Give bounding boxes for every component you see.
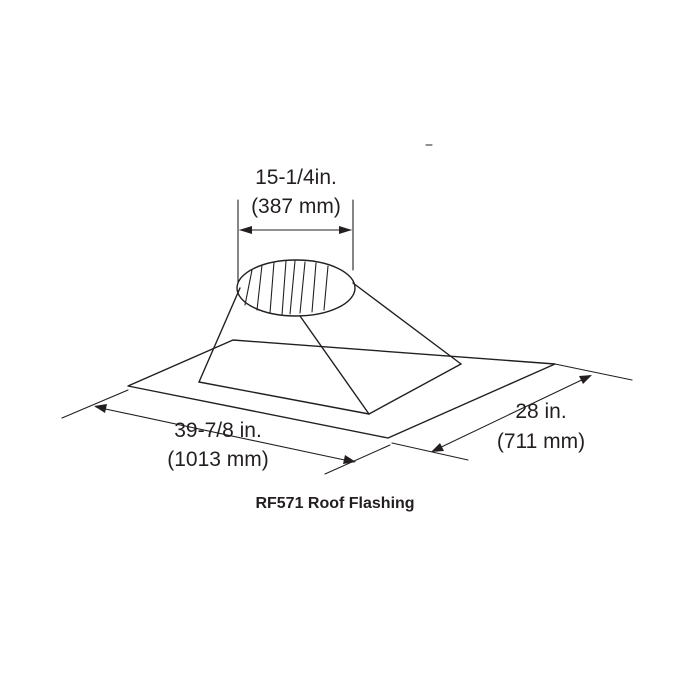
cone-left-edge <box>198 287 241 383</box>
opening-hatching <box>244 260 329 316</box>
top-arrow-right <box>339 226 352 234</box>
top-width-in-label: 15-1/4in. <box>255 166 337 189</box>
top-width-mm-label: (387 mm) <box>251 195 341 218</box>
width-arrow-bottom <box>431 443 444 452</box>
length-arrow-right <box>343 455 356 464</box>
width-ext-top <box>554 363 633 381</box>
length-in-label: 39-7/8 in. <box>174 419 262 442</box>
width-dim-line <box>432 375 591 452</box>
cone-front-bottom <box>198 381 370 415</box>
length-arrow-left <box>94 404 107 413</box>
cone-crease <box>299 315 370 415</box>
top-arrow-left <box>239 226 252 234</box>
cone-right-edge <box>352 282 462 365</box>
length-ext-left <box>61 389 129 419</box>
top-opening <box>236 259 356 317</box>
length-dim-line <box>95 406 355 463</box>
length-mm-label: (1013 mm) <box>167 448 269 471</box>
diagram-caption: RF571 Roof Flashing <box>255 495 414 512</box>
length-ext-right <box>324 444 391 475</box>
width-ext-bottom <box>391 442 469 461</box>
cone-right-bottom <box>368 363 462 415</box>
width-in-label: 28 in. <box>515 400 566 423</box>
width-arrow-top <box>579 375 592 384</box>
width-mm-label: (711 mm) <box>497 430 585 453</box>
